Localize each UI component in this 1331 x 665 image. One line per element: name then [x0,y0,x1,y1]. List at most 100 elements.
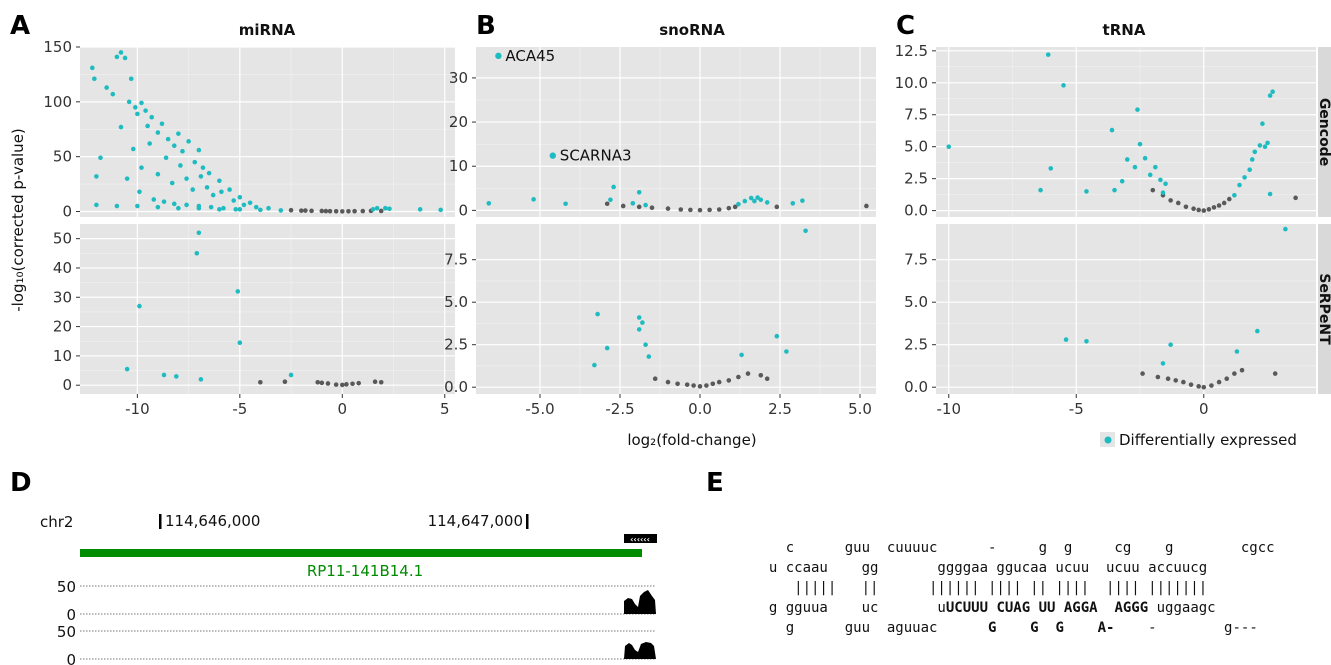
nonde-point [697,384,703,389]
y-tick-label: 0.0 [904,378,928,396]
de-point [176,131,181,136]
de-point [135,203,140,209]
strip-gencode-bg [1318,47,1331,217]
de-point [221,205,226,211]
nonde-point [604,201,610,207]
de-point [595,311,600,317]
panel-letter-b: B [476,11,496,41]
title-snorna: snoRNA [659,21,725,39]
structure-seg: ||||| || |||||| |||| || |||| |||| ||||||… [752,580,1208,596]
nonde-point [1165,376,1171,382]
de-point [94,202,99,208]
de-point [133,105,138,110]
nonde-point [303,208,308,213]
de-point [155,204,161,210]
de-point [604,345,610,351]
de-point [1257,143,1263,148]
de-point [110,91,116,97]
de-point [1255,328,1260,334]
de-point [241,202,247,208]
nonde-point [1221,200,1227,206]
de-point [774,333,780,339]
de-point [128,76,134,82]
nonde-point [1293,195,1298,201]
de-point [1147,172,1153,178]
y-tick-label: 30 [449,69,468,87]
nonde-point [1173,378,1179,383]
nonde-point [736,374,741,380]
de-point [237,207,243,212]
coord-tick-end [526,514,529,529]
de-point [630,201,636,206]
de-point [1247,167,1252,173]
nonde-point [344,382,349,387]
nonde-point [764,376,770,382]
de-point [1267,191,1273,197]
de-point [1119,178,1125,184]
nonde-point [665,379,671,385]
x-tick-label: 2.5 [768,400,792,418]
y-tick-label: 7.5 [444,251,468,269]
de-point [800,198,805,203]
de-point [1160,361,1166,366]
de-point [1112,187,1117,193]
de-point [139,100,144,106]
de-point [206,170,212,176]
structure-seg: c guu cuuuuc - g g cg g cgcc [752,540,1275,556]
y-tick-label: 0.0 [444,378,468,396]
de-point [946,144,952,149]
nonde-point [636,204,642,210]
nonde-point [697,207,703,213]
de-point [1061,83,1066,88]
de-point [1265,140,1270,146]
de-point [387,206,392,212]
nonde-point [323,208,329,214]
de-point [196,147,202,153]
gene-bar [80,549,642,557]
y-tick-label: 100 [43,93,72,111]
x-tick-label: 5.0 [848,400,872,418]
y-tick-label: 0 [62,203,72,221]
y-tick-label: 0.0 [904,202,928,220]
nonde-point [333,382,339,387]
structure-seg-bold: UCUUU CUAG UU AGGA [945,600,1098,616]
title-mirna: miRNA [239,21,296,39]
y-tick-label: 0 [458,201,468,219]
structure-seg: g guu aguuac [752,620,989,636]
de-point [135,111,140,117]
nonde-point [1196,207,1201,213]
de-point [1048,166,1054,171]
de-point [1109,127,1115,133]
de-point [171,143,177,149]
strip-label-gencode: Gencode [1316,98,1331,166]
de-point [611,184,616,190]
x-tick-label: -5 [1069,400,1084,418]
nonde-point [1196,384,1201,389]
de-point [266,205,271,211]
de-point [748,195,754,201]
de-point [1135,107,1140,112]
nonde-point [726,378,732,383]
x-axis-title: log₂(fold-change) [627,431,756,449]
secondary-structure: c guu cuuuuc - g g cg g cgcc u ccaau gg … [752,538,1275,638]
de-point [137,303,142,309]
de-point [1168,342,1173,348]
de-point [608,197,613,203]
de-point [1234,349,1240,354]
panel-background [476,47,876,217]
nonde-point [378,379,384,385]
coord-tick-start [159,514,162,529]
structure-seg: uggaagc [1148,600,1216,616]
legend-label: Differentially expressed [1119,431,1297,449]
de-point [186,139,191,144]
de-point [438,207,443,213]
nonde-point [707,207,712,213]
de-point [114,203,120,209]
de-point [370,207,376,212]
de-point [137,189,142,195]
de-point [636,189,642,195]
nonde-point [1211,205,1217,210]
nonde-point [864,203,869,209]
y-tick-label: 10.0 [895,74,928,92]
